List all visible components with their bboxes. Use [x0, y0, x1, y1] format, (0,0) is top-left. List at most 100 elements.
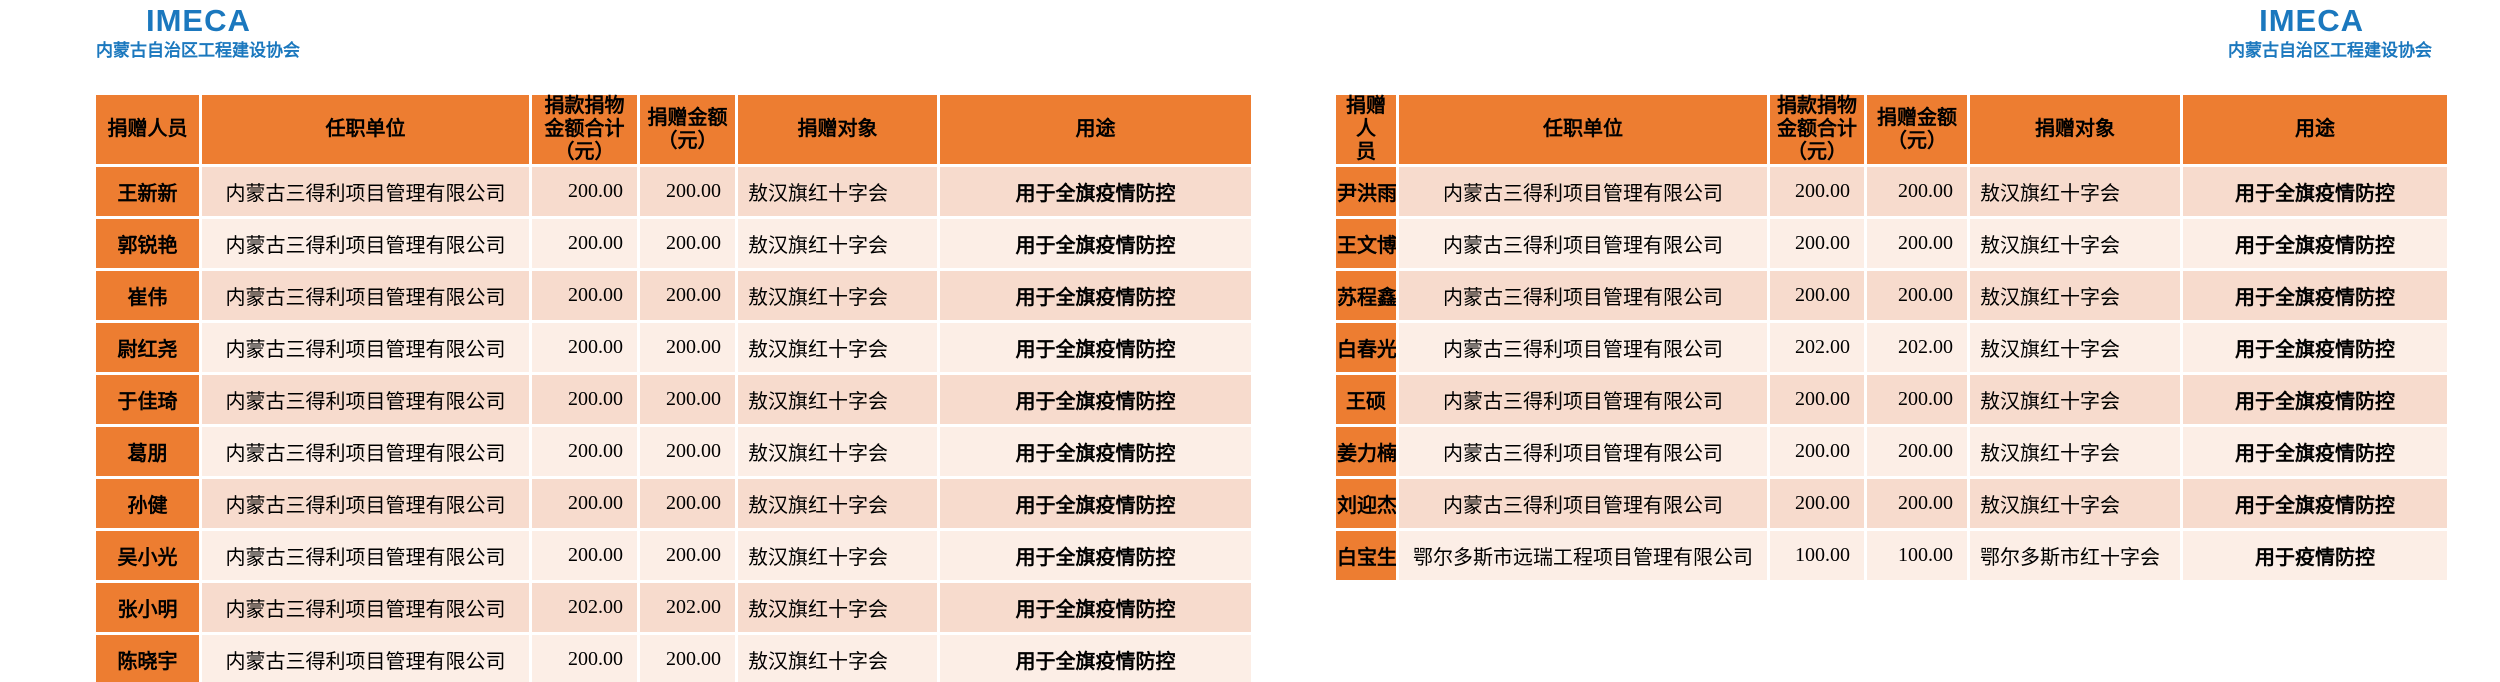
cell-total-amount: 200.00 — [1770, 427, 1864, 476]
imeca-logo: IMECA — [2259, 3, 2364, 38]
cell-total-amount: 200.00 — [1770, 167, 1864, 216]
brand-header-left: IMECA 内蒙古自治区工程建设协会 — [96, 3, 300, 62]
cell-total-amount: 200.00 — [1770, 375, 1864, 424]
cell-total-amount: 200.00 — [532, 219, 637, 268]
cell-total-amount: 200.00 — [532, 427, 637, 476]
cell-total-amount: 200.00 — [532, 271, 637, 320]
cell-donor-name: 吴小光 — [96, 531, 199, 580]
cell-donor-name: 尉红尧 — [96, 323, 199, 372]
column-header-donor-name: 捐赠人员 — [96, 95, 199, 164]
cell-purpose: 用于全旗疫情防控 — [940, 271, 1251, 320]
cell-donor-name: 白春光 — [1336, 323, 1396, 372]
column-header-employer: 任职单位 — [202, 95, 529, 164]
cell-purpose: 用于全旗疫情防控 — [940, 531, 1251, 580]
table-row: 尉红尧 内蒙古三得利项目管理有限公司 200.00 200.00 敖汉旗红十字会 用于全旗… — [96, 323, 1251, 372]
cell-recipient: 敖汉旗红十字会 — [738, 323, 937, 372]
cell-donation-amount: 200.00 — [1867, 479, 1967, 528]
column-header-purpose: 用途 — [940, 95, 1251, 164]
cell-donation-amount: 200.00 — [640, 271, 735, 320]
cell-donation-amount: 200.00 — [640, 427, 735, 476]
cell-recipient: 敖汉旗红十字会 — [1970, 375, 2180, 424]
cell-total-amount: 200.00 — [1770, 219, 1864, 268]
cell-employer: 内蒙古三得利项目管理有限公司 — [202, 219, 529, 268]
cell-recipient: 敖汉旗红十字会 — [738, 635, 937, 682]
cell-donor-name: 王新新 — [96, 167, 199, 216]
column-header-donation-amount: 捐赠金额 （元） — [640, 95, 735, 164]
cell-employer: 内蒙古三得利项目管理有限公司 — [202, 635, 529, 682]
cell-donation-amount: 202.00 — [1867, 323, 1967, 372]
cell-donation-amount: 100.00 — [1867, 531, 1967, 580]
cell-donor-name: 葛朋 — [96, 427, 199, 476]
cell-recipient: 敖汉旗红十字会 — [1970, 427, 2180, 476]
cell-recipient: 敖汉旗红十字会 — [1970, 167, 2180, 216]
cell-recipient: 敖汉旗红十字会 — [738, 375, 937, 424]
cell-purpose: 用于全旗疫情防控 — [2183, 167, 2447, 216]
column-header-donor-name: 捐赠人员 — [1336, 95, 1396, 164]
cell-employer: 内蒙古三得利项目管理有限公司 — [202, 167, 529, 216]
table-row: 张小明 内蒙古三得利项目管理有限公司 202.00 202.00 敖汉旗红十字会 用于全旗… — [96, 583, 1251, 632]
cell-donor-name: 苏程鑫 — [1336, 271, 1396, 320]
cell-donor-name: 王硕 — [1336, 375, 1396, 424]
cell-employer: 内蒙古三得利项目管理有限公司 — [1399, 427, 1767, 476]
cell-purpose: 用于全旗疫情防控 — [2183, 271, 2447, 320]
cell-employer: 内蒙古三得利项目管理有限公司 — [202, 323, 529, 372]
table-row: 尹洪雨 内蒙古三得利项目管理有限公司 200.00 200.00 敖汉旗红十字会 用于全旗… — [1336, 167, 2447, 216]
table-row: 于佳琦 内蒙古三得利项目管理有限公司 200.00 200.00 敖汉旗红十字会 用于全旗… — [96, 375, 1251, 424]
cell-purpose: 用于全旗疫情防控 — [940, 583, 1251, 632]
brand-header-right: IMECA 内蒙古自治区工程建设协会 — [2228, 3, 2432, 62]
cell-purpose: 用于全旗疫情防控 — [940, 427, 1251, 476]
header-row: 捐赠人员任职单位捐款捐物金额合计（元）捐赠金额（元）捐赠对象用途 — [1336, 95, 2447, 164]
cell-purpose: 用于全旗疫情防控 — [2183, 323, 2447, 372]
cell-employer: 鄂尔多斯市远瑞工程项目管理有限公司 — [1399, 531, 1767, 580]
cell-donor-name: 刘迎杰 — [1336, 479, 1396, 528]
cell-employer: 内蒙古三得利项目管理有限公司 — [202, 583, 529, 632]
cell-total-amount: 202.00 — [1770, 323, 1864, 372]
cell-purpose: 用于全旗疫情防控 — [2183, 219, 2447, 268]
cell-donation-amount: 200.00 — [640, 635, 735, 682]
table-row: 陈晓宇 内蒙古三得利项目管理有限公司 200.00 200.00 敖汉旗红十字会 用于全旗… — [96, 635, 1251, 682]
cell-donation-amount: 200.00 — [1867, 375, 1967, 424]
cell-employer: 内蒙古三得利项目管理有限公司 — [1399, 167, 1767, 216]
table-row: 葛朋 内蒙古三得利项目管理有限公司 200.00 200.00 敖汉旗红十字会 用于全旗疫… — [96, 427, 1251, 476]
column-header-recipient: 捐赠对象 — [738, 95, 937, 164]
cell-total-amount: 200.00 — [532, 635, 637, 682]
cell-recipient: 敖汉旗红十字会 — [738, 219, 937, 268]
cell-donor-name: 姜力楠 — [1336, 427, 1396, 476]
table-row: 孙健 内蒙古三得利项目管理有限公司 200.00 200.00 敖汉旗红十字会 用于全旗疫… — [96, 479, 1251, 528]
cell-donor-name: 陈晓宇 — [96, 635, 199, 682]
org-name: 内蒙古自治区工程建设协会 — [96, 41, 300, 61]
cell-purpose: 用于全旗疫情防控 — [940, 323, 1251, 372]
cell-purpose: 用于全旗疫情防控 — [940, 635, 1251, 682]
imeca-logo: IMECA — [146, 3, 251, 38]
cell-purpose: 用于全旗疫情防控 — [940, 375, 1251, 424]
cell-employer: 内蒙古三得利项目管理有限公司 — [202, 531, 529, 580]
cell-purpose: 用于全旗疫情防控 — [940, 219, 1251, 268]
cell-donation-amount: 200.00 — [1867, 167, 1967, 216]
table-row: 王新新 内蒙古三得利项目管理有限公司 200.00 200.00 敖汉旗红十字会 用于全旗… — [96, 167, 1251, 216]
cell-recipient: 敖汉旗红十字会 — [1970, 323, 2180, 372]
cell-donation-amount: 200.00 — [1867, 271, 1967, 320]
table-row: 王硕 内蒙古三得利项目管理有限公司 200.00 200.00 敖汉旗红十字会 用于全旗疫… — [1336, 375, 2447, 424]
column-header-donation-amount: 捐赠金额 （元） — [1867, 95, 1967, 164]
cell-employer: 内蒙古三得利项目管理有限公司 — [1399, 375, 1767, 424]
cell-total-amount: 200.00 — [1770, 271, 1864, 320]
cell-recipient: 敖汉旗红十字会 — [738, 479, 937, 528]
cell-donation-amount: 200.00 — [640, 167, 735, 216]
cell-employer: 内蒙古三得利项目管理有限公司 — [1399, 271, 1767, 320]
cell-total-amount: 200.00 — [532, 375, 637, 424]
cell-recipient: 敖汉旗红十字会 — [1970, 271, 2180, 320]
column-header-total-amount: 捐款捐物 金额合计 （元） — [1770, 95, 1864, 164]
column-header-purpose: 用途 — [2183, 95, 2447, 164]
cell-donation-amount: 200.00 — [640, 479, 735, 528]
cell-employer: 内蒙古三得利项目管理有限公司 — [1399, 219, 1767, 268]
cell-donor-name: 尹洪雨 — [1336, 167, 1396, 216]
cell-employer: 内蒙古三得利项目管理有限公司 — [202, 427, 529, 476]
table-row: 崔伟 内蒙古三得利项目管理有限公司 200.00 200.00 敖汉旗红十字会 用于全旗疫… — [96, 271, 1251, 320]
cell-total-amount: 200.00 — [1770, 479, 1864, 528]
cell-employer: 内蒙古三得利项目管理有限公司 — [1399, 479, 1767, 528]
cell-total-amount: 200.00 — [532, 167, 637, 216]
column-header-employer: 任职单位 — [1399, 95, 1767, 164]
cell-employer: 内蒙古三得利项目管理有限公司 — [202, 479, 529, 528]
cell-recipient: 敖汉旗红十字会 — [1970, 479, 2180, 528]
cell-purpose: 用于全旗疫情防控 — [940, 479, 1251, 528]
